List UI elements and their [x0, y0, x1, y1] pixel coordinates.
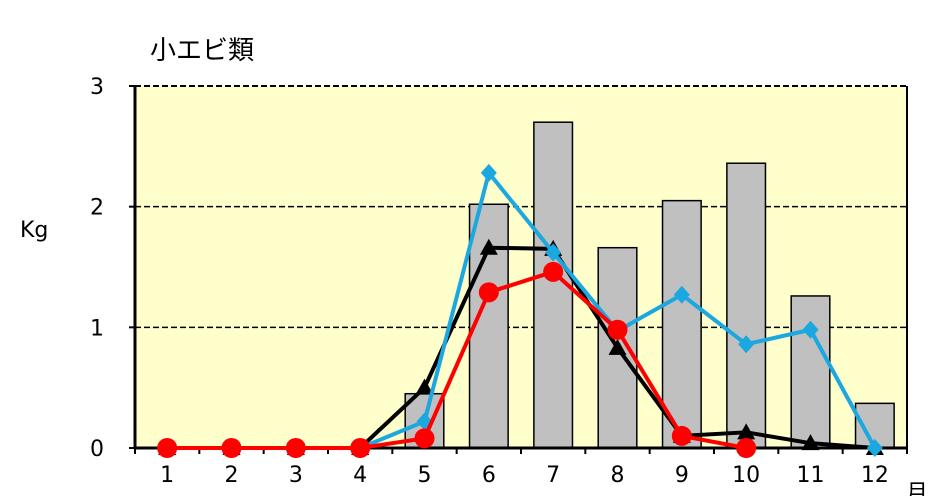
circle-marker	[414, 428, 435, 449]
x-tick-label: 11	[797, 463, 825, 488]
x-tick-label: 8	[611, 463, 625, 488]
plot-area	[135, 86, 907, 448]
triangle-marker	[479, 238, 498, 255]
y-tick-label: 2	[90, 196, 104, 221]
diamond-marker	[738, 335, 755, 354]
circle-marker	[607, 319, 628, 340]
x-tick-label: 4	[353, 463, 367, 488]
circle-marker	[478, 282, 499, 303]
x-tick-label: 3	[289, 463, 303, 488]
bar	[661, 199, 702, 449]
circle-marker	[543, 261, 564, 282]
circle-marker	[221, 438, 242, 458]
bar	[726, 162, 767, 449]
x-tick-label: 5	[418, 463, 432, 488]
x-tick-label: 7	[546, 463, 560, 488]
triangle-marker	[801, 434, 820, 451]
x-tick-label: 6	[482, 463, 496, 488]
triangle-marker	[608, 338, 627, 355]
y-tick-label: 0	[90, 437, 104, 462]
y-axis-label: Kg	[20, 218, 49, 243]
circle-marker	[285, 438, 306, 458]
x-axis-label: 月	[906, 481, 928, 496]
diamond-marker	[802, 320, 819, 339]
diamond-marker	[480, 163, 497, 182]
series-line-circle	[167, 269, 747, 450]
diamond-marker	[866, 439, 883, 457]
y-tick-label: 1	[90, 316, 104, 341]
circle-marker	[350, 438, 371, 458]
triangle-marker	[415, 378, 434, 395]
diamond-marker	[545, 243, 562, 262]
triangle-marker	[737, 423, 756, 440]
circle-marker	[157, 438, 178, 458]
diamond-marker	[673, 285, 690, 304]
x-tick-label: 10	[732, 463, 760, 488]
x-tick-label: 9	[675, 463, 689, 488]
bar	[790, 295, 831, 449]
x-tick-label: 12	[861, 463, 889, 488]
y-tick-label: 3	[90, 75, 104, 100]
x-tick-label: 1	[160, 463, 174, 488]
circle-marker	[671, 425, 692, 446]
chart-title: 小エビ類	[150, 36, 255, 66]
x-tick-label: 2	[225, 463, 239, 488]
circle-marker	[736, 438, 757, 458]
